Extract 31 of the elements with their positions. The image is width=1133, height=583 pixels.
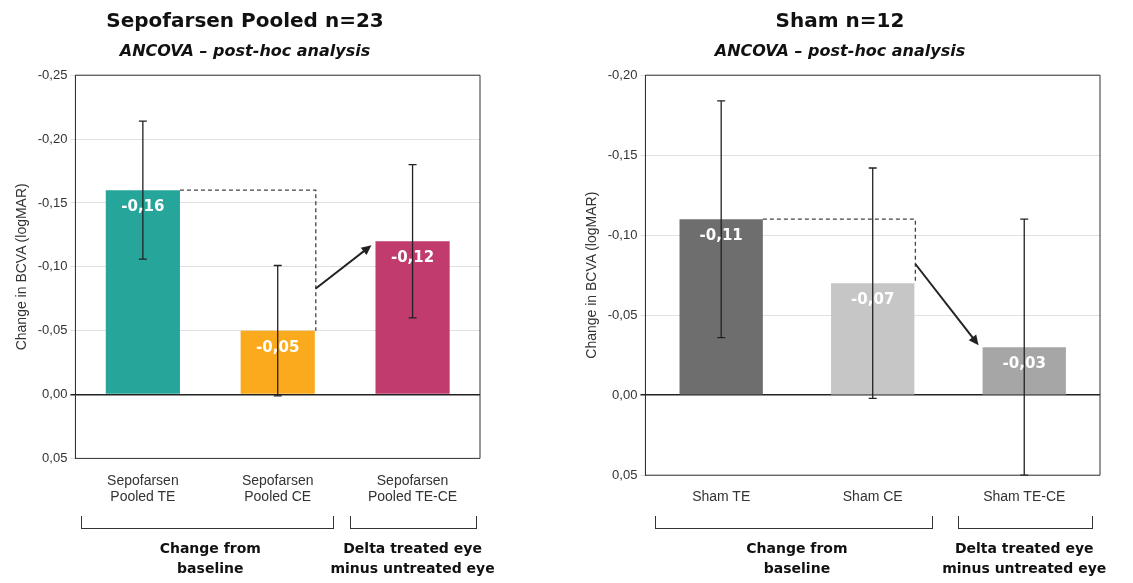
y-tick-label: -0,05 bbox=[607, 306, 638, 322]
data-label: -0,11 bbox=[699, 226, 743, 245]
y-tick-label: -0,15 bbox=[37, 194, 68, 210]
x-tick-label: Sepofarsen Pooled CE bbox=[241, 471, 314, 505]
x-tick-label: Sham TE-CE bbox=[983, 488, 1066, 505]
text: Delta treated eye minus untreated eye bbox=[941, 539, 1108, 578]
y-tick-label: -0,10 bbox=[37, 258, 68, 274]
y-tick-label: -0,15 bbox=[607, 146, 638, 162]
y-axis-title: Change in BCVA (logMAR) bbox=[583, 191, 600, 359]
y-tick-label: 0,05 bbox=[42, 449, 68, 465]
y-tick-label: 0,00 bbox=[42, 386, 68, 402]
text: Change from baseline bbox=[745, 539, 849, 578]
y-tick-label: -0,05 bbox=[37, 322, 68, 338]
x-tick-label: Sham CE bbox=[842, 488, 903, 505]
x-tick-label: Sham TE bbox=[692, 488, 751, 505]
text: Delta treated eye minus untreated eye bbox=[329, 539, 496, 578]
y-tick-label: 0,00 bbox=[612, 386, 638, 402]
y-tick-label: -0,20 bbox=[37, 130, 68, 146]
chart-subtitle: ANCOVA – post-hoc analysis bbox=[712, 40, 966, 60]
y-tick-label: 0,05 bbox=[612, 466, 638, 482]
x-tick-label: Sepofarsen Pooled TE-CE bbox=[367, 471, 458, 505]
x-tick-label: Sepofarsen Pooled TE bbox=[107, 471, 179, 505]
data-label: -0,16 bbox=[121, 197, 165, 216]
y-tick-label: -0,25 bbox=[37, 66, 68, 82]
chart-title: Sepofarsen Pooled n=23 bbox=[106, 8, 384, 33]
chart-title: Sham n=12 bbox=[775, 8, 905, 33]
y-tick-label: -0,10 bbox=[607, 226, 638, 242]
text: Change from baseline bbox=[158, 539, 262, 578]
y-axis-title: Change in BCVA (logMAR) bbox=[13, 183, 30, 351]
chart-subtitle: ANCOVA – post-hoc analysis bbox=[117, 40, 371, 60]
y-tick-label: -0,20 bbox=[607, 66, 638, 82]
